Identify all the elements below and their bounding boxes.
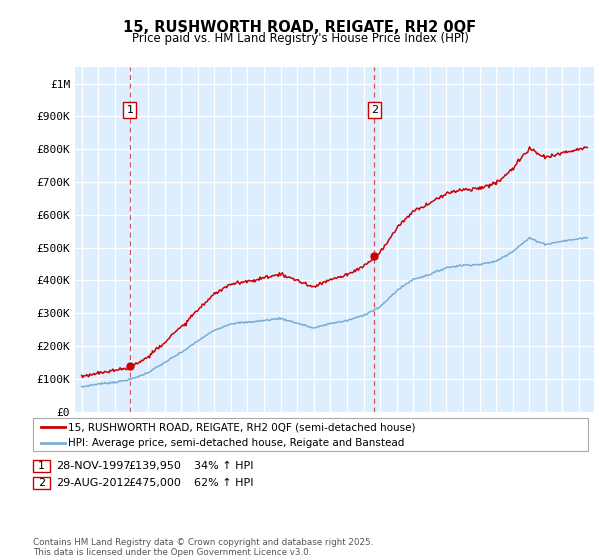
Text: 1: 1 [127,105,133,115]
Text: 2: 2 [371,105,378,115]
Text: 62% ↑ HPI: 62% ↑ HPI [194,478,253,488]
Text: 34% ↑ HPI: 34% ↑ HPI [194,461,253,471]
Text: 1: 1 [38,461,45,471]
Text: £139,950: £139,950 [128,461,181,471]
Text: Contains HM Land Registry data © Crown copyright and database right 2025.
This d: Contains HM Land Registry data © Crown c… [33,538,373,557]
Text: Price paid vs. HM Land Registry's House Price Index (HPI): Price paid vs. HM Land Registry's House … [131,32,469,45]
Text: £475,000: £475,000 [128,478,181,488]
Text: 15, RUSHWORTH ROAD, REIGATE, RH2 0QF: 15, RUSHWORTH ROAD, REIGATE, RH2 0QF [124,20,476,35]
Text: HPI: Average price, semi-detached house, Reigate and Banstead: HPI: Average price, semi-detached house,… [68,438,404,447]
Text: 15, RUSHWORTH ROAD, REIGATE, RH2 0QF (semi-detached house): 15, RUSHWORTH ROAD, REIGATE, RH2 0QF (se… [68,422,415,432]
Text: 28-NOV-1997: 28-NOV-1997 [56,461,130,471]
Text: 2: 2 [38,478,45,488]
Text: 29-AUG-2012: 29-AUG-2012 [56,478,130,488]
